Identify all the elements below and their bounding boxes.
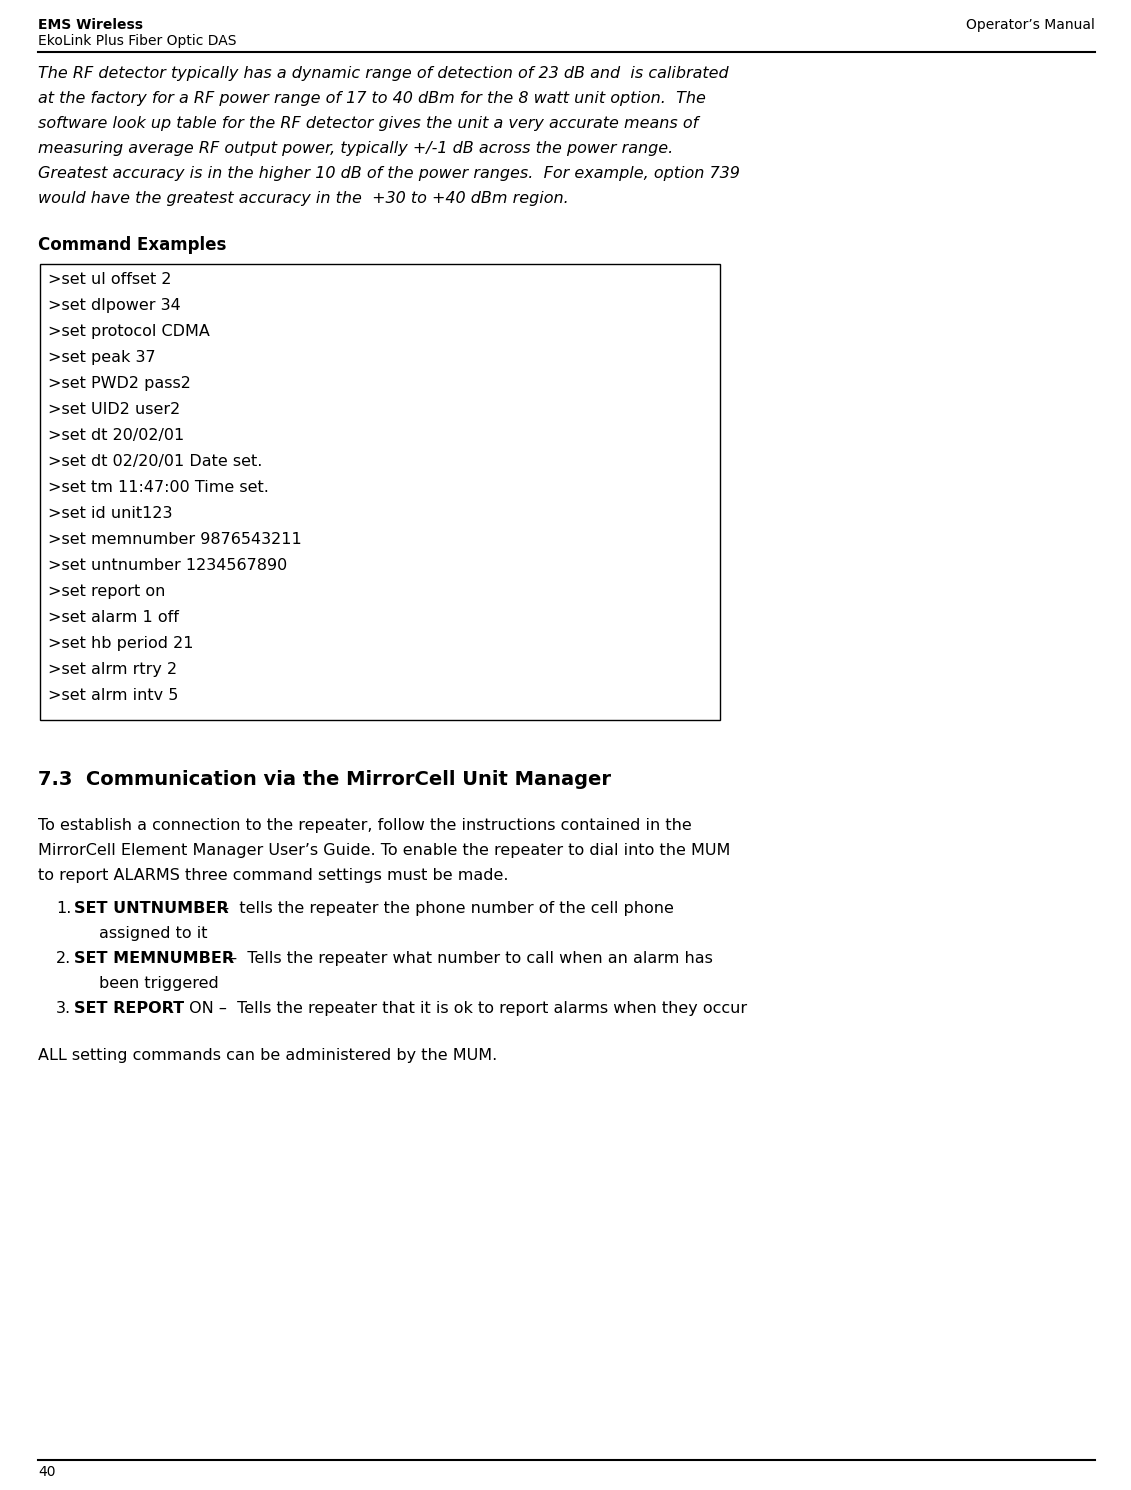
Text: Command Examples: Command Examples	[38, 235, 226, 253]
Text: –  Tells the repeater what number to call when an alarm has: – Tells the repeater what number to call…	[224, 951, 713, 966]
Text: >set dt 20/02/01: >set dt 20/02/01	[48, 428, 184, 443]
Text: 2.: 2.	[57, 951, 71, 966]
Text: The RF detector typically has a dynamic range of detection of 23 dB and  is cali: The RF detector typically has a dynamic …	[38, 66, 728, 80]
FancyBboxPatch shape	[40, 264, 720, 720]
Text: 3.: 3.	[57, 1001, 71, 1016]
Text: 40: 40	[38, 1465, 55, 1480]
Text: >set dt 02/20/01 Date set.: >set dt 02/20/01 Date set.	[48, 454, 262, 469]
Text: >set ul offset 2: >set ul offset 2	[48, 273, 172, 288]
Text: software look up table for the RF detector gives the unit a very accurate means : software look up table for the RF detect…	[38, 116, 698, 131]
Text: >set peak 37: >set peak 37	[48, 350, 156, 365]
Text: >set protocol CDMA: >set protocol CDMA	[48, 323, 210, 340]
Text: Operator’s Manual: Operator’s Manual	[966, 18, 1095, 31]
Text: >set memnumber 9876543211: >set memnumber 9876543211	[48, 532, 302, 547]
Text: been triggered: been triggered	[100, 976, 218, 991]
Text: >set report on: >set report on	[48, 584, 165, 599]
Text: to report ALARMS three command settings must be made.: to report ALARMS three command settings …	[38, 869, 509, 884]
Text: MirrorCell Element Manager User’s Guide. To enable the repeater to dial into the: MirrorCell Element Manager User’s Guide.…	[38, 843, 731, 858]
Text: Greatest accuracy is in the higher 10 dB of the power ranges.  For example, opti: Greatest accuracy is in the higher 10 dB…	[38, 165, 740, 180]
Text: EkoLink Plus Fiber Optic DAS: EkoLink Plus Fiber Optic DAS	[38, 34, 236, 48]
Text: 7.3  Communication via the MirrorCell Unit Manager: 7.3 Communication via the MirrorCell Uni…	[38, 770, 611, 790]
Text: 1.: 1.	[57, 901, 71, 916]
Text: ON –  Tells the repeater that it is ok to report alarms when they occur: ON – Tells the repeater that it is ok to…	[184, 1001, 748, 1016]
Text: >set untnumber 1234567890: >set untnumber 1234567890	[48, 557, 287, 574]
Text: >set alrm rtry 2: >set alrm rtry 2	[48, 662, 178, 676]
Text: measuring average RF output power, typically +/-1 dB across the power range.: measuring average RF output power, typic…	[38, 142, 673, 156]
Text: EMS Wireless: EMS Wireless	[38, 18, 143, 31]
Text: >set UID2 user2: >set UID2 user2	[48, 402, 180, 417]
Text: >set id unit123: >set id unit123	[48, 507, 173, 522]
Text: at the factory for a RF power range of 17 to 40 dBm for the 8 watt unit option. : at the factory for a RF power range of 1…	[38, 91, 706, 106]
Text: SET MEMNUMBER: SET MEMNUMBER	[74, 951, 234, 966]
Text: >set dlpower 34: >set dlpower 34	[48, 298, 181, 313]
Text: –  tells the repeater the phone number of the cell phone: – tells the repeater the phone number of…	[216, 901, 674, 916]
Text: >set PWD2 pass2: >set PWD2 pass2	[48, 375, 191, 390]
Text: SET REPORT: SET REPORT	[74, 1001, 184, 1016]
Text: >set alrm intv 5: >set alrm intv 5	[48, 688, 179, 703]
Text: >set hb period 21: >set hb period 21	[48, 636, 193, 651]
Text: ALL setting commands can be administered by the MUM.: ALL setting commands can be administered…	[38, 1047, 498, 1062]
Text: >set alarm 1 off: >set alarm 1 off	[48, 609, 179, 624]
Text: SET UNTNUMBER: SET UNTNUMBER	[74, 901, 228, 916]
Text: To establish a connection to the repeater, follow the instructions contained in : To establish a connection to the repeate…	[38, 818, 692, 833]
Text: would have the greatest accuracy in the  +30 to +40 dBm region.: would have the greatest accuracy in the …	[38, 191, 569, 206]
Text: >set tm 11:47:00 Time set.: >set tm 11:47:00 Time set.	[48, 480, 269, 495]
Text: assigned to it: assigned to it	[100, 925, 207, 942]
